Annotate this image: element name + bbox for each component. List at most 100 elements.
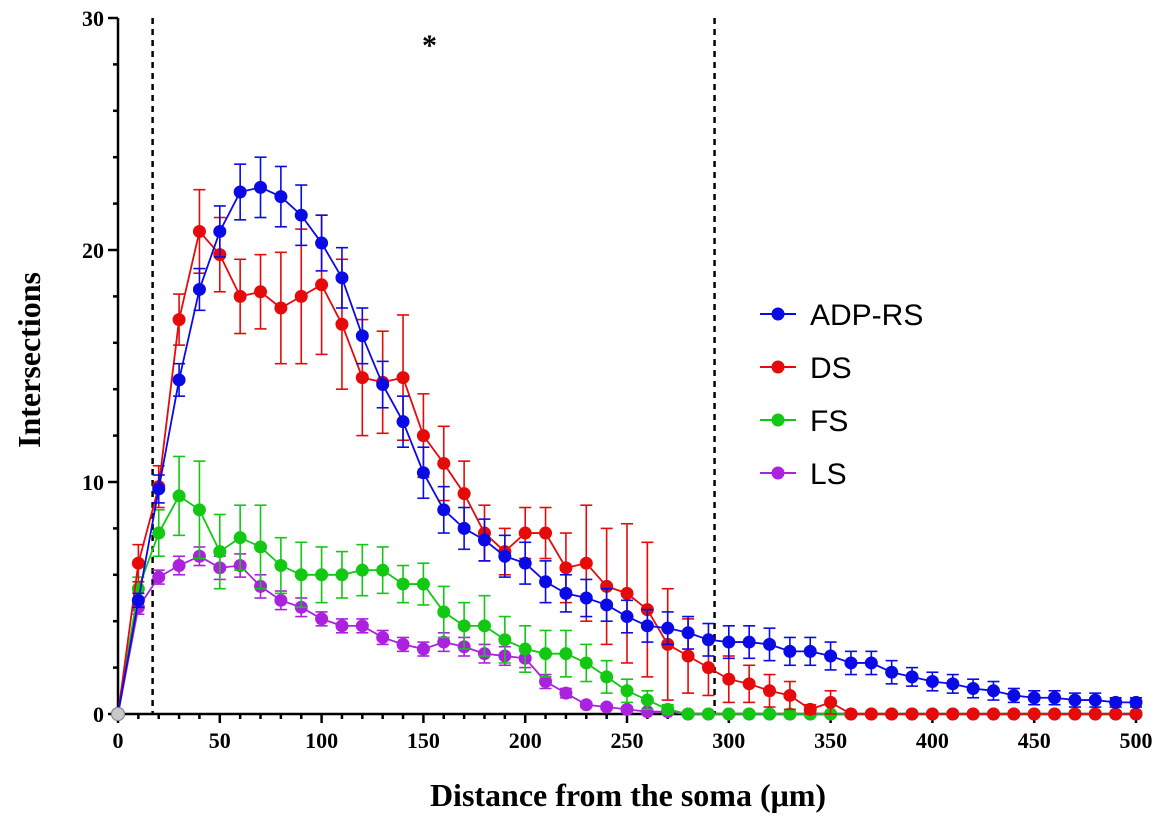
data-point: [1129, 707, 1143, 721]
data-point: [457, 619, 471, 633]
data-point: [1068, 693, 1082, 707]
data-point: [1048, 691, 1062, 705]
data-point: [1088, 707, 1102, 721]
data-point: [355, 371, 369, 385]
data-point: [396, 415, 410, 429]
x-tick-label: 500: [1120, 728, 1153, 753]
data-point: [477, 533, 491, 547]
data-point: [192, 503, 206, 517]
data-point: [742, 707, 756, 721]
data-point: [477, 619, 491, 633]
x-tick-label: 0: [113, 728, 124, 753]
data-point: [946, 677, 960, 691]
data-point: [844, 656, 858, 670]
series-adp-rs: [111, 156, 1143, 721]
data-point: [539, 647, 553, 661]
data-point: [498, 633, 512, 647]
data-point: [701, 707, 715, 721]
data-point: [315, 568, 329, 582]
data-point: [681, 626, 695, 640]
y-tick-label: 30: [82, 6, 104, 31]
data-point: [722, 707, 736, 721]
data-point: [600, 670, 614, 684]
data-point: [213, 545, 227, 559]
data-point: [763, 707, 777, 721]
data-point: [559, 586, 573, 600]
legend-label: DS: [810, 352, 852, 385]
data-point: [1007, 707, 1021, 721]
legend-label: FS: [810, 405, 848, 438]
data-point: [416, 466, 430, 480]
data-point: [355, 619, 369, 633]
x-tick-label: 100: [305, 728, 338, 753]
data-point: [254, 540, 268, 554]
data-point: [274, 593, 288, 607]
data-point: [498, 549, 512, 563]
data-point: [416, 429, 430, 443]
data-point: [803, 644, 817, 658]
series-layer: [111, 156, 1143, 721]
x-tick-label: 200: [509, 728, 542, 753]
data-point: [1048, 707, 1062, 721]
data-point: [1129, 695, 1143, 709]
data-point: [376, 378, 390, 392]
data-point: [457, 487, 471, 501]
data-point: [966, 707, 980, 721]
data-point: [742, 677, 756, 691]
data-point: [437, 605, 451, 619]
data-point: [335, 271, 349, 285]
data-point: [986, 707, 1000, 721]
data-point: [192, 282, 206, 296]
x-tick-label: 350: [814, 728, 847, 753]
data-point: [803, 702, 817, 716]
data-point: [905, 707, 919, 721]
data-point: [355, 563, 369, 577]
data-point: [701, 661, 715, 675]
data-point: [946, 707, 960, 721]
data-point: [416, 577, 430, 591]
data-point: [274, 301, 288, 315]
x-tick-label: 300: [712, 728, 745, 753]
data-point: [518, 526, 532, 540]
legend-marker: [771, 466, 785, 480]
data-point: [1027, 707, 1041, 721]
data-point: [1007, 688, 1021, 702]
data-point: [457, 521, 471, 535]
data-point: [315, 612, 329, 626]
data-point: [824, 649, 838, 663]
legend-item: LS: [760, 458, 847, 491]
data-point: [925, 707, 939, 721]
data-point: [620, 586, 634, 600]
data-point: [376, 630, 390, 644]
legend-marker: [771, 413, 785, 427]
data-point: [885, 707, 899, 721]
x-tick-label: 400: [916, 728, 949, 753]
data-point: [783, 644, 797, 658]
data-point: [559, 686, 573, 700]
data-point: [172, 489, 186, 503]
legend-marker: [771, 307, 785, 321]
data-point: [1109, 695, 1123, 709]
data-point: [579, 656, 593, 670]
data-point: [192, 224, 206, 238]
data-point: [640, 705, 654, 719]
data-point: [620, 684, 634, 698]
legend-label: ADP-RS: [810, 299, 923, 332]
data-point: [681, 707, 695, 721]
data-point: [274, 559, 288, 573]
significance-annotation: *: [422, 29, 437, 62]
data-point: [294, 289, 308, 303]
data-point: [579, 698, 593, 712]
y-axis-title: Intersections: [11, 272, 47, 448]
data-point: [416, 642, 430, 656]
data-point: [172, 559, 186, 573]
y-tick-label: 10: [82, 470, 104, 495]
data-point: [233, 289, 247, 303]
data-point: [254, 285, 268, 299]
data-point: [559, 647, 573, 661]
data-point: [620, 702, 634, 716]
data-point: [600, 579, 614, 593]
data-point: [620, 610, 634, 624]
data-point: [986, 684, 1000, 698]
data-point: [437, 635, 451, 649]
